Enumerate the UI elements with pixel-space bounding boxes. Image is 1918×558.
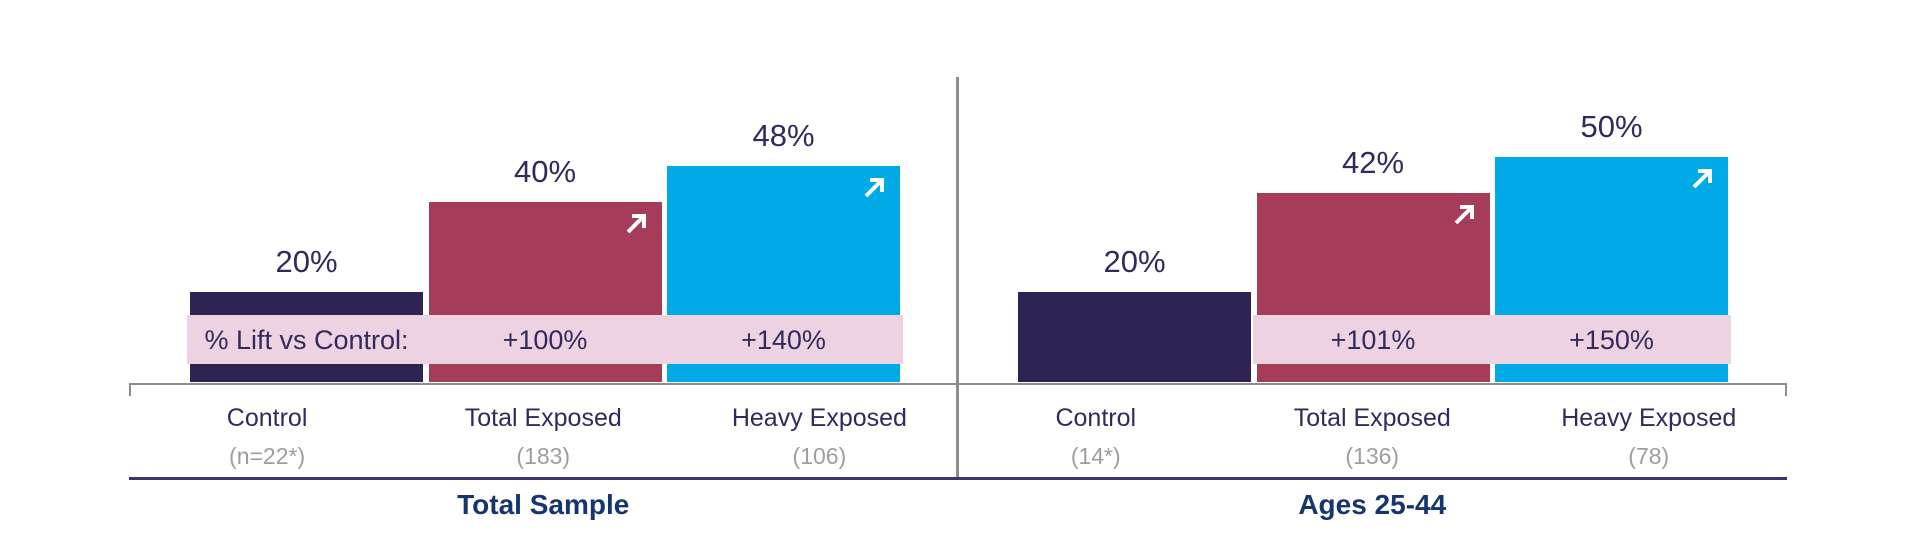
- category-label-ages-25-44-total-exposed: Total Exposed: [1293, 404, 1451, 432]
- lift-vs-control-band-ages-25-44: [1253, 315, 1731, 364]
- category-axis-line-total-sample: [129, 383, 958, 385]
- sample-size-ages-25-44-total-exposed: (136): [1345, 443, 1400, 469]
- growth-arrow-icon: [624, 212, 648, 236]
- category-axis-line-ages-25-44: [957, 383, 1787, 385]
- value-label-total-sample-control: 20%: [275, 244, 338, 279]
- sample-size-total-sample-control: (n=22*): [229, 443, 306, 469]
- growth-arrow-icon: [1452, 203, 1476, 227]
- panel-divider-line: [956, 77, 959, 478]
- axis-end-tick-total-sample: [129, 383, 131, 396]
- value-label-total-sample-heavy-exposed: 48%: [752, 118, 815, 153]
- value-label-ages-25-44-total-exposed: 42%: [1341, 145, 1405, 180]
- category-label-ages-25-44-heavy-exposed: Heavy Exposed: [1561, 404, 1737, 432]
- lift-label-total-sample-control: % Lift vs Control:: [204, 324, 409, 355]
- lift-label-total-sample-total-exposed: +100%: [502, 324, 588, 355]
- sample-size-total-sample-heavy-exposed: (106): [792, 443, 847, 469]
- category-label-ages-25-44-control: Control: [1055, 404, 1137, 432]
- group-label-total-sample: Total Sample: [457, 489, 630, 520]
- lift-label-total-sample-heavy-exposed: +140%: [741, 324, 826, 355]
- lift-label-ages-25-44-total-exposed: +101%: [1330, 324, 1416, 355]
- lift-label-ages-25-44-heavy-exposed: +150%: [1569, 324, 1654, 355]
- group-separator-line: [129, 477, 1787, 480]
- group-label-ages-25-44: Ages 25-44: [1298, 489, 1447, 520]
- growth-arrow-icon: [1690, 167, 1714, 191]
- sample-size-ages-25-44-heavy-exposed: (78): [1628, 443, 1670, 469]
- axis-end-tick-ages-25-44: [1785, 383, 1787, 396]
- value-label-ages-25-44-heavy-exposed: 50%: [1580, 109, 1643, 144]
- sample-size-total-sample-total-exposed: (183): [516, 443, 571, 469]
- value-label-ages-25-44-control: 20%: [1103, 244, 1166, 279]
- sample-size-ages-25-44-control: (14*): [1070, 443, 1121, 469]
- category-label-total-sample-heavy-exposed: Heavy Exposed: [731, 404, 907, 432]
- bar-ages-25-44-control: [1018, 292, 1251, 382]
- category-label-total-sample-total-exposed: Total Exposed: [464, 404, 622, 432]
- value-label-total-sample-total-exposed: 40%: [513, 154, 577, 189]
- lift-vs-control-band-total-sample: [187, 315, 903, 364]
- category-label-total-sample-control: Control: [226, 404, 308, 432]
- growth-arrow-icon: [862, 176, 886, 200]
